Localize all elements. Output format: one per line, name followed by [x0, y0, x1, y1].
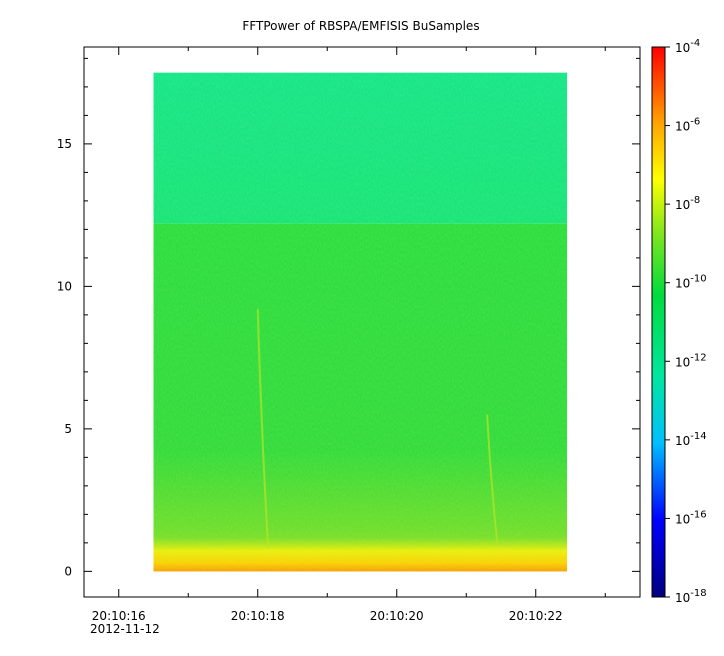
colorbar-tick-label: 10-18: [675, 588, 707, 605]
y-axis: 0 5 10 15: [57, 57, 640, 578]
colorbar-tick-label: 10-10: [675, 274, 707, 291]
colorbar-tick-label: 10-8: [675, 195, 700, 212]
y-tick-label: 0: [64, 564, 72, 578]
chart-title: FFTPower of RBSPA/EMFISIS BuSamples: [242, 19, 479, 33]
spectrogram-heatmap: [153, 72, 568, 572]
noise-texture: [153, 72, 568, 572]
x-date-label: 2012-11-12: [90, 622, 160, 636]
colorbar-tick-label: 10-14: [675, 431, 707, 448]
x-tick-label: 20:10:18: [231, 609, 285, 623]
emission-streak: [256, 309, 270, 549]
y-tick-label: 5: [64, 422, 72, 436]
colorbar-tick-label: 10-16: [675, 509, 707, 526]
x-tick-label: 20:10:22: [509, 609, 563, 623]
x-tick-label: 20:10:16: [92, 609, 146, 623]
y-tick-label: 15: [57, 137, 72, 151]
colorbar-tick-label: 10-12: [675, 352, 707, 369]
colorbar-tick-label: 10-4: [675, 38, 700, 55]
colorbar-axis: 10-18 10-16 10-14 10-12 10-10 10-8 10-6 10-4: [665, 38, 707, 605]
emission-streak: [486, 414, 499, 546]
x-tick-label: 20:10:20: [370, 609, 424, 623]
colorbar: [651, 46, 666, 598]
colorbar-tick-label: 10-6: [675, 117, 700, 134]
y-tick-label: 10: [57, 279, 72, 293]
x-axis: 20:10:16 20:10:18 20:10:20 20:10:22: [92, 47, 606, 623]
